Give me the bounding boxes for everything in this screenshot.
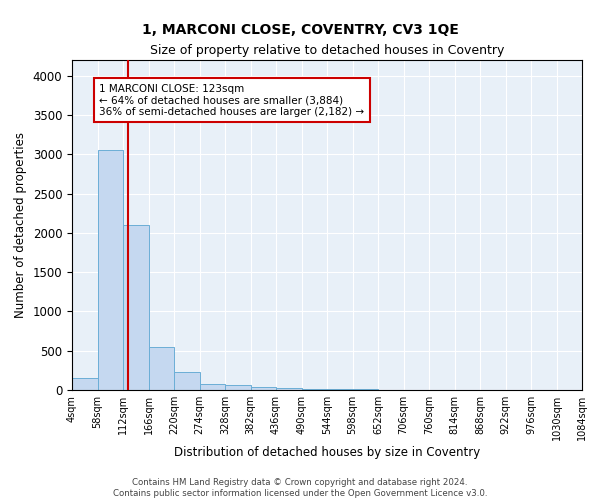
Bar (276, 388, 302, 390)
Title: Size of property relative to detached houses in Coventry: Size of property relative to detached ho… (150, 44, 504, 58)
Text: Contains HM Land Registry data © Crown copyright and database right 2024.
Contai: Contains HM Land Registry data © Crown c… (113, 478, 487, 498)
Y-axis label: Number of detached properties: Number of detached properties (14, 132, 27, 318)
Bar (123, 225, 149, 390)
Bar (72, 378, 97, 390)
Bar (251, 387, 276, 390)
Bar (149, 347, 174, 390)
X-axis label: Distribution of detached houses by size in Coventry: Distribution of detached houses by size … (174, 446, 480, 458)
Bar (302, 389, 327, 390)
Bar (225, 386, 251, 390)
Bar (200, 384, 225, 390)
Bar (327, 389, 353, 390)
Text: 1, MARCONI CLOSE, COVENTRY, CV3 1QE: 1, MARCONI CLOSE, COVENTRY, CV3 1QE (142, 22, 458, 36)
Bar (174, 372, 199, 390)
Text: 1 MARCONI CLOSE: 123sqm
← 64% of detached houses are smaller (3,884)
36% of semi: 1 MARCONI CLOSE: 123sqm ← 64% of detache… (100, 84, 365, 117)
Bar (97, 150, 123, 390)
